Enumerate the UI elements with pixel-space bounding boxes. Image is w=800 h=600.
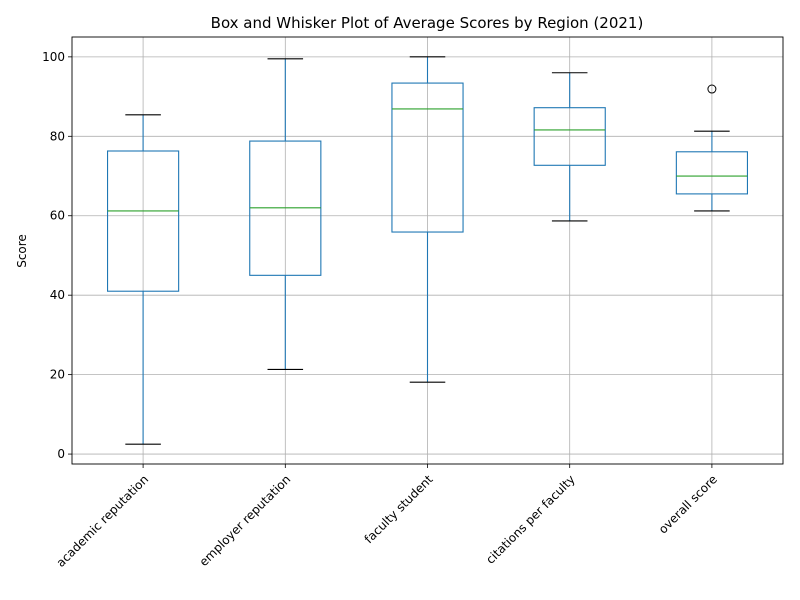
x-tick-label: faculty student [362, 472, 436, 546]
iqr-box [391, 82, 464, 233]
axes-layer: 0 20 40 60 80 100 academic reputation employer … [42, 36, 784, 570]
y-axis-label: Score [15, 234, 29, 268]
y-tick-label: 80 [50, 129, 65, 143]
box-group [675, 84, 748, 212]
y-tick-label: 60 [50, 209, 65, 223]
box-group [533, 72, 606, 222]
x-tick-label: academic reputation [54, 472, 152, 570]
y-tick-label: 0 [57, 447, 65, 461]
iqr-box [675, 151, 748, 195]
x-tick-label: employer reputation [197, 472, 294, 569]
iqr-box [107, 150, 180, 292]
x-tick-label: citations per faculty [483, 472, 578, 567]
y-tick-label: 20 [50, 368, 65, 382]
box-group [391, 56, 464, 383]
box-group [249, 58, 322, 371]
chart-title: Box and Whisker Plot of Average Scores b… [211, 14, 644, 32]
plot-frame [71, 36, 784, 465]
y-tick-label: 100 [42, 50, 65, 64]
box-group [107, 114, 180, 445]
outlier-point [707, 84, 717, 94]
boxes-layer [107, 56, 748, 445]
iqr-box [533, 107, 606, 166]
y-tick-label: 40 [50, 288, 65, 302]
x-tick-label: overall score [656, 472, 720, 536]
